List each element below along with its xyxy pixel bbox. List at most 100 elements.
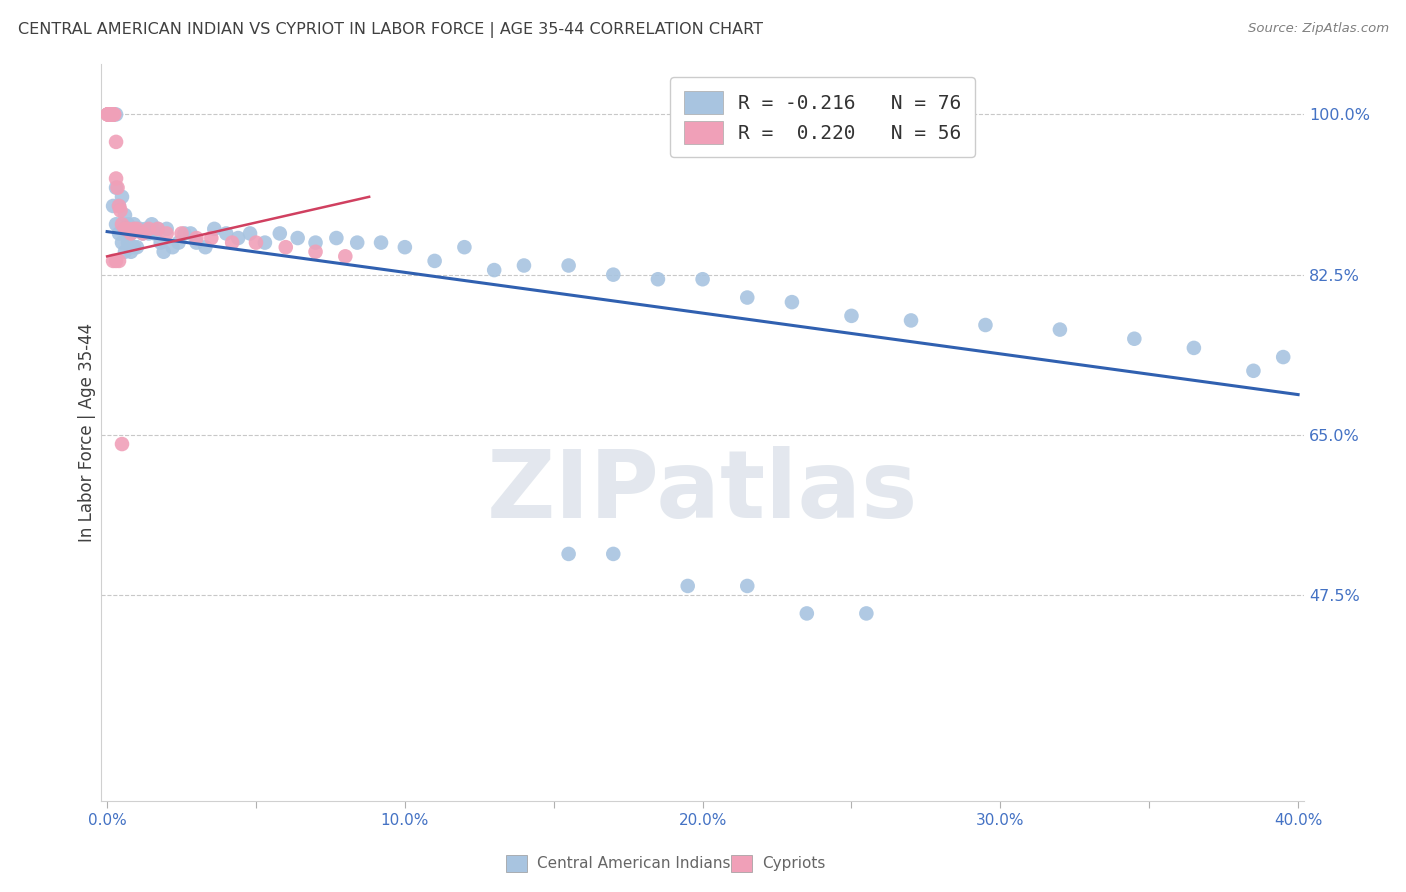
Point [97,107,120,121]
Point [100,107,122,121]
Point [325,231,347,245]
Point [453,240,475,254]
Point [239,227,262,241]
Point [98,107,121,121]
Point [152,244,174,259]
Point [423,254,446,268]
Point [146,222,169,236]
Point [125,240,148,254]
Text: Central American Indians: Central American Indians [537,856,731,871]
Point [101,199,124,213]
Point [855,607,877,621]
Point [97,107,120,121]
Y-axis label: In Labor Force | Age 35-44: In Labor Force | Age 35-44 [79,323,96,542]
Point [105,217,128,231]
Text: CENTRAL AMERICAN INDIAN VS CYPRIOT IN LABOR FORCE | AGE 35-44 CORRELATION CHART: CENTRAL AMERICAN INDIAN VS CYPRIOT IN LA… [18,22,763,38]
Point [125,222,148,236]
Point [179,227,201,241]
Point [120,227,142,241]
Point [114,208,136,222]
Point [100,107,122,121]
Point [120,244,142,259]
Point [1049,322,1071,336]
Point [98,107,121,121]
Point [394,240,416,254]
Point [974,318,997,332]
Point [98,107,121,121]
Point [135,222,157,236]
Point [100,107,122,121]
Point [97,107,120,121]
Point [97,107,120,121]
Point [370,235,392,250]
Point [304,235,326,250]
Point [97,107,120,121]
Point [122,240,145,254]
Point [110,203,132,218]
Point [149,235,172,250]
Point [97,107,120,121]
Point [101,107,124,121]
Point [200,231,222,245]
Point [111,190,134,204]
Point [735,579,758,593]
Point [105,171,128,186]
Point [98,107,121,121]
Point [346,235,368,250]
Point [98,107,121,121]
Point [138,227,160,241]
Point [107,180,129,194]
Text: Cypriots: Cypriots [762,856,825,871]
Point [125,222,148,236]
Point [143,227,166,241]
Point [692,272,714,286]
Point [97,107,120,121]
Point [735,291,758,305]
Point [101,254,124,268]
Point [108,254,131,268]
Point [97,107,120,121]
Point [105,254,128,268]
Point [132,227,155,241]
Point [122,217,145,231]
Point [557,547,579,561]
Point [796,607,818,621]
Point [101,107,124,121]
Point [287,231,309,245]
Point [557,259,579,273]
Point [245,235,267,250]
Point [101,107,124,121]
Point [101,107,124,121]
Point [304,244,326,259]
Point [98,107,121,121]
Point [647,272,669,286]
Point [162,240,184,254]
Point [676,579,699,593]
Point [215,227,238,241]
Point [122,222,145,236]
Point [202,222,225,236]
Point [111,217,134,231]
Point [841,309,863,323]
Point [274,240,297,254]
Point [482,263,505,277]
Point [146,222,169,236]
Point [111,437,134,451]
Point [186,231,208,245]
Point [100,107,122,121]
Point [101,107,124,121]
Legend: R = -0.216   N = 76, R =  0.220   N = 56: R = -0.216 N = 76, R = 0.220 N = 56 [671,78,976,157]
Point [900,313,922,327]
Point [780,295,803,310]
Point [108,199,131,213]
Text: Source: ZipAtlas.com: Source: ZipAtlas.com [1249,22,1389,36]
Point [108,227,131,241]
Point [97,107,120,121]
Point [156,227,179,241]
Point [114,222,136,236]
Point [269,227,291,241]
Point [103,107,125,121]
Point [98,107,121,121]
Point [1241,364,1264,378]
Point [97,107,120,121]
